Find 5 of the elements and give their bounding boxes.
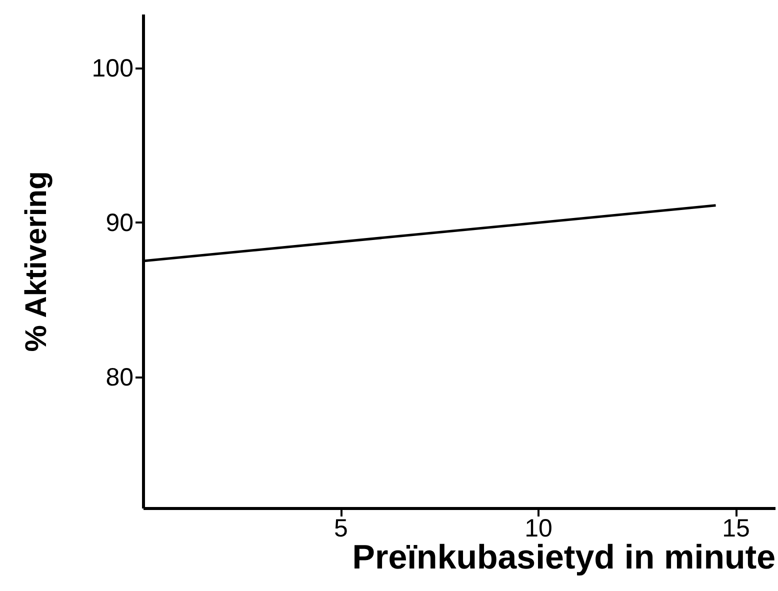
y-tick-label: 100	[92, 54, 134, 83]
y-tick-label: 80	[106, 363, 134, 392]
x-tick-label: 5	[334, 514, 348, 542]
y-axis-title: % Aktivering	[20, 171, 53, 352]
y-tick-label: 90	[106, 208, 134, 237]
